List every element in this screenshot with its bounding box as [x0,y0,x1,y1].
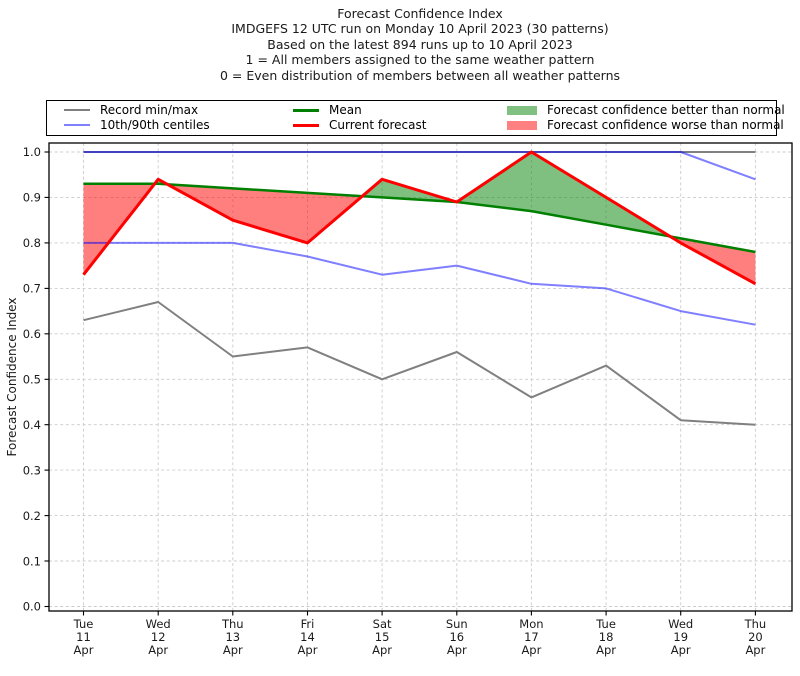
x-tick-label: Apr [447,643,467,657]
legend-label: Current forecast [329,118,427,132]
x-tick-label: Thu [744,617,767,631]
x-tick-label: 20 [748,630,763,644]
y-tick-label: 0.3 [23,463,41,477]
y-axis-label: Forecast Confidence Index [5,298,19,457]
x-tick-label: 13 [225,630,240,644]
current-forecast-line-swatch [293,123,319,127]
y-tick-label: 0.9 [23,191,41,205]
record-minmax-line-swatch [64,109,90,111]
y-tick-label: 0.6 [23,327,41,341]
x-tick-label: Tue [73,617,94,631]
worse-than-normal-fill [232,188,308,243]
legend-item-record-minmax: Record min/max [64,103,198,117]
x-tick-label: 18 [599,630,614,644]
x-tick-label: Fri [301,617,315,631]
x-tick-label: Apr [74,643,94,657]
series-line-10th-centile [83,241,756,326]
chart-title-block: Forecast Confidence Index IMDGEFS 12 UTC… [20,6,800,83]
legend-item-mean: Mean [293,103,362,117]
x-tick-label: Tue [595,617,616,631]
x-tick-label: Wed [668,617,693,631]
legend-item-confidence-better: Forecast confidence better than normal [507,103,785,117]
x-tick-label: Sun [446,617,468,631]
y-tick-label: 1.0 [23,145,41,159]
better-than-normal-fill [531,152,607,225]
x-tick-label: Apr [596,643,616,657]
x-tick-label: Thu [221,617,244,631]
series-line-record-min [83,301,756,426]
x-tick-label: Sat [373,617,392,631]
x-tick-label: 17 [524,630,539,644]
title-line-5: 0 = Even distribution of members between… [219,67,621,83]
x-tick-label: 12 [151,630,166,644]
legend-item-confidence-worse: Forecast confidence worse than normal [507,118,784,132]
x-tick-label: 15 [375,630,390,644]
x-tick-label: 11 [76,630,91,644]
y-tick-label: 0.2 [23,509,41,523]
y-tick-label: 0.4 [23,418,41,432]
x-tick-label: 19 [673,630,688,644]
axis-labels: 0.00.10.20.30.40.50.60.70.80.91.0Tue11Ap… [23,145,767,657]
legend-label: Forecast confidence worse than normal [547,118,784,132]
title-line-3: Based on the latest 894 runs up to 10 Ap… [267,36,573,52]
x-tick-label: 16 [449,630,464,644]
better-than-normal-fill [456,152,532,212]
x-tick-label: Apr [671,643,691,657]
chart-legend: Record min/max 10th/90th centiles Mean C… [46,100,785,136]
title-line-1: Forecast Confidence Index [337,6,503,21]
y-tick-label: 0.7 [23,282,41,296]
legend-label: Mean [329,103,362,117]
x-tick-label: Mon [519,617,543,631]
mean-line-swatch [293,108,319,112]
x-tick-label: Apr [372,643,392,657]
legend-label: Forecast confidence better than normal [547,103,785,117]
title-line-4: 1 = All members assigned to the same wea… [245,52,595,68]
x-tick-label: Wed [146,617,171,631]
series-line-current-forecast [82,150,757,286]
x-tick-label: Apr [521,643,541,657]
y-tick-label: 0.0 [23,600,41,614]
x-tick-label: Apr [148,643,168,657]
centiles-line-swatch [64,124,90,126]
y-tick-label: 0.5 [23,372,41,386]
grid-lines [49,143,792,611]
series-line-90th-centile [83,151,756,181]
legend-item-current-forecast: Current forecast [293,118,426,132]
y-tick-label: 0.8 [23,236,41,250]
x-tick-label: 14 [300,630,315,644]
legend-label: 10th/90th centiles [100,118,210,132]
confidence-better-patch-swatch [507,105,537,115]
y-tick-label: 0.1 [23,554,41,568]
title-line-2: IMDGEFS 12 UTC run on Monday 10 April 20… [231,21,609,37]
x-tick-label: Apr [298,643,318,657]
x-tick-label: Apr [745,643,765,657]
legend-label: Record min/max [100,103,199,117]
x-tick-label: Apr [223,643,243,657]
series-line-mean [83,182,756,254]
legend-item-centiles: 10th/90th centiles [64,118,210,132]
confidence-worse-patch-swatch [507,120,537,130]
plot-border [48,142,793,612]
confidence-fill-regions [83,152,756,284]
